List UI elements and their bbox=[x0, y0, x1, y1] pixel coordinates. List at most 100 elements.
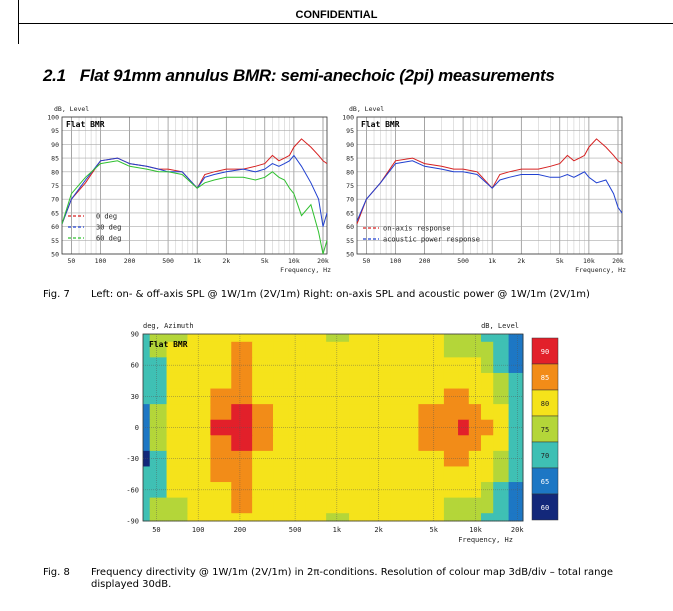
colorbar-title: dB, Level bbox=[481, 322, 519, 330]
x-tick-label: 2k bbox=[517, 257, 525, 265]
heatmap-cell bbox=[187, 497, 211, 514]
legend-label: on-axis response bbox=[383, 225, 450, 233]
heatmap-cell bbox=[481, 466, 494, 483]
heatmap-cell bbox=[149, 404, 168, 421]
heatmap-cell bbox=[166, 341, 188, 358]
heatmap-cell bbox=[288, 450, 306, 467]
heatmap-cell bbox=[481, 357, 494, 374]
heatmap-cell bbox=[481, 388, 494, 405]
heatmap-y-tick: 90 bbox=[131, 331, 139, 339]
heatmap-cell bbox=[305, 497, 327, 514]
heatmap-cell bbox=[231, 341, 253, 358]
heatmap-cell bbox=[458, 435, 470, 452]
heatmap-cell bbox=[468, 388, 482, 405]
heatmap-cell bbox=[273, 435, 289, 452]
heatmap-cell bbox=[458, 482, 470, 499]
heatmap-cell bbox=[349, 357, 371, 374]
heatmap-cell bbox=[187, 341, 211, 358]
heatmap-cell bbox=[166, 372, 188, 390]
heatmap-cell bbox=[143, 513, 151, 522]
heatmap-y-tick: -60 bbox=[126, 486, 139, 494]
y-axis-title: dB, Level bbox=[349, 105, 384, 113]
heatmap-cell bbox=[231, 450, 253, 467]
heatmap-cell bbox=[210, 404, 232, 421]
heatmap-cell bbox=[273, 497, 289, 514]
heatmap-cell bbox=[231, 497, 253, 514]
heatmap-cell bbox=[231, 372, 253, 390]
heatmap-x-tick: 2k bbox=[374, 526, 383, 534]
heatmap-y-tick: 0 bbox=[135, 424, 139, 432]
legend-label: 30 deg bbox=[96, 224, 121, 232]
colorbar-label: 90 bbox=[541, 348, 549, 356]
panel-label: Flat BMR bbox=[361, 120, 400, 129]
heatmap-cell bbox=[369, 357, 392, 374]
heatmap-cell bbox=[369, 341, 392, 358]
section-heading: 2.1 Flat 91mm annulus BMR: semi-anechoic … bbox=[43, 66, 555, 86]
heatmap-cell bbox=[349, 497, 371, 514]
heatmap-cell bbox=[493, 513, 510, 522]
heatmap-cell bbox=[273, 357, 289, 374]
heatmap-cell bbox=[305, 388, 327, 405]
heatmap-cell bbox=[305, 334, 327, 343]
heatmap-x-tick: 10k bbox=[469, 526, 482, 534]
heatmap-cell bbox=[443, 341, 459, 358]
heatmap-cell bbox=[458, 372, 470, 390]
heatmap-cell bbox=[508, 419, 524, 436]
y-tick-label: 95 bbox=[346, 127, 354, 135]
heatmap-cell bbox=[187, 435, 211, 452]
heatmap-x-tick: 100 bbox=[192, 526, 205, 534]
heatmap-cell bbox=[418, 388, 445, 405]
heatmap-cell bbox=[187, 334, 211, 343]
heatmap-cell bbox=[288, 372, 306, 390]
heatmap-cell bbox=[458, 357, 470, 374]
heatmap-cell bbox=[390, 450, 419, 467]
heatmap-cell bbox=[468, 435, 482, 452]
heatmap-cell bbox=[288, 497, 306, 514]
heatmap-cell bbox=[443, 372, 459, 390]
heatmap-x-tick: 200 bbox=[234, 526, 247, 534]
heatmap-cell bbox=[493, 372, 510, 390]
heatmap-cell bbox=[252, 404, 274, 421]
heatmap-cell bbox=[288, 513, 306, 522]
x-tick-label: 1k bbox=[488, 257, 496, 265]
heatmap-cell bbox=[468, 334, 482, 343]
heatmap-cell bbox=[273, 466, 289, 483]
heatmap-cell bbox=[166, 388, 188, 405]
y-tick-label: 80 bbox=[51, 168, 59, 176]
heatmap-cell bbox=[252, 334, 274, 343]
heatmap-cell bbox=[149, 513, 168, 522]
x-tick-label: 200 bbox=[124, 257, 136, 265]
series-line-1 bbox=[356, 160, 623, 222]
y-tick-label: 60 bbox=[51, 223, 59, 231]
colorbar-swatch bbox=[531, 389, 559, 417]
heatmap-cell bbox=[143, 497, 151, 514]
heatmap-x-tick: 1k bbox=[333, 526, 342, 534]
heatmap-cell bbox=[349, 372, 371, 390]
y-tick-label: 75 bbox=[51, 182, 59, 190]
heatmap-cell bbox=[210, 341, 232, 358]
heatmap-cell bbox=[493, 341, 510, 358]
heatmap-cell bbox=[210, 419, 232, 436]
y-tick-label: 100 bbox=[47, 114, 59, 122]
x-tick-label: 50 bbox=[67, 257, 75, 265]
heatmap-cell bbox=[493, 388, 510, 405]
heatmap-cell bbox=[273, 388, 289, 405]
heatmap-cell bbox=[288, 435, 306, 452]
y-tick-label: 80 bbox=[346, 168, 354, 176]
heatmap-cell bbox=[187, 450, 211, 467]
heatmap-cell bbox=[458, 450, 470, 467]
heatmap-cell bbox=[443, 482, 459, 499]
heatmap-cell bbox=[288, 482, 306, 499]
heatmap-cell bbox=[231, 466, 253, 483]
x-tick-label: 5k bbox=[556, 257, 564, 265]
heatmap-cell bbox=[349, 334, 371, 343]
x-tick-label: 1k bbox=[193, 257, 201, 265]
colorbar-label: 70 bbox=[541, 452, 549, 460]
heatmap-cell bbox=[443, 419, 459, 436]
y-tick-label: 60 bbox=[346, 223, 354, 231]
heatmap-cell bbox=[326, 466, 350, 483]
heatmap-cell bbox=[143, 341, 151, 358]
y-tick-label: 65 bbox=[346, 209, 354, 217]
heatmap-cell bbox=[390, 482, 419, 499]
heatmap-cell bbox=[481, 435, 494, 452]
